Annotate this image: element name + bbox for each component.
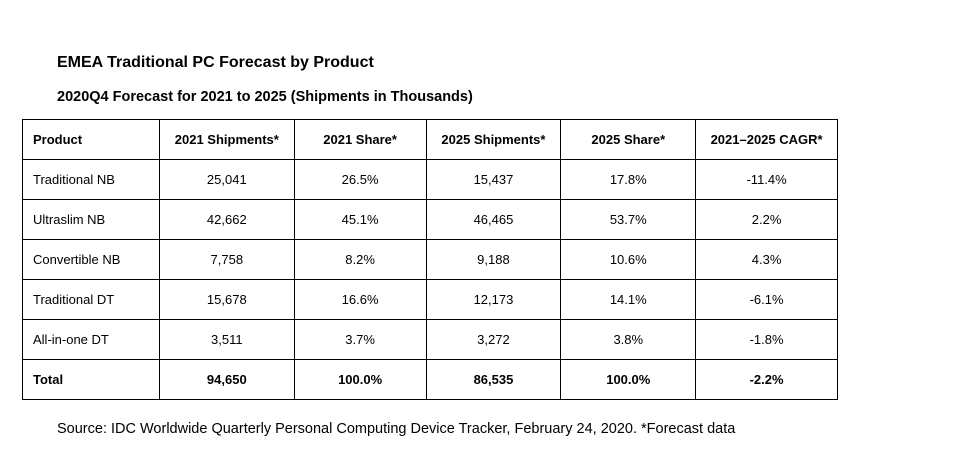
cell-2025-shipments: 3,272 [425,319,562,360]
cell-2025-share: 10.6% [560,239,697,280]
table-row: Traditional NB 25,041 26.5% 15,437 17.8%… [22,159,838,200]
cell-2021-share: 45.1% [293,199,427,240]
total-2021-shipments: 94,650 [158,359,295,400]
cell-2025-share: 17.8% [560,159,697,200]
table-row: Traditional DT 15,678 16.6% 12,173 14.1%… [22,279,838,320]
table-row: All-in-one DT 3,511 3.7% 3,272 3.8% -1.8… [22,319,838,360]
table-row: Convertible NB 7,758 8.2% 9,188 10.6% 4.… [22,239,838,280]
cell-cagr: -6.1% [695,279,838,320]
cell-2021-shipments: 7,758 [158,239,295,280]
total-label: Total [22,359,160,400]
cell-product: Traditional DT [22,279,160,320]
header-2021-share: 2021 Share* [293,119,427,160]
header-2021-shipments: 2021 Shipments* [158,119,295,160]
total-cagr: -2.2% [695,359,838,400]
table-subtitle: 2020Q4 Forecast for 2021 to 2025 (Shipme… [57,89,473,105]
cell-cagr: -1.8% [695,319,838,360]
cell-cagr: 2.2% [695,199,838,240]
table-row: Ultraslim NB 42,662 45.1% 46,465 53.7% 2… [22,199,838,240]
header-2025-share: 2025 Share* [560,119,697,160]
cell-cagr: -11.4% [695,159,838,200]
cell-2025-share: 3.8% [560,319,697,360]
cell-2025-shipments: 46,465 [425,199,562,240]
cell-2021-shipments: 3,511 [158,319,295,360]
cell-2021-share: 3.7% [293,319,427,360]
cell-cagr: 4.3% [695,239,838,280]
total-2021-share: 100.0% [293,359,427,400]
cell-product: Convertible NB [22,239,160,280]
header-cagr: 2021–2025 CAGR* [695,119,838,160]
cell-2021-share: 16.6% [293,279,427,320]
cell-2025-shipments: 9,188 [425,239,562,280]
header-2025-shipments: 2025 Shipments* [425,119,562,160]
cell-2025-shipments: 15,437 [425,159,562,200]
table-title: EMEA Traditional PC Forecast by Product [57,54,374,71]
cell-2021-share: 8.2% [293,239,427,280]
cell-product: All-in-one DT [22,319,160,360]
total-2025-share: 100.0% [560,359,697,400]
header-product: Product [22,119,160,160]
cell-product: Ultraslim NB [22,199,160,240]
cell-2021-shipments: 42,662 [158,199,295,240]
cell-2021-shipments: 15,678 [158,279,295,320]
cell-2021-share: 26.5% [293,159,427,200]
source-note: Source: IDC Worldwide Quarterly Personal… [57,421,736,437]
cell-2025-shipments: 12,173 [425,279,562,320]
forecast-table: Product 2021 Shipments* 2021 Share* 2025… [22,119,838,400]
total-2025-shipments: 86,535 [425,359,562,400]
cell-2025-share: 53.7% [560,199,697,240]
table-header-row: Product 2021 Shipments* 2021 Share* 2025… [22,119,838,160]
cell-2025-share: 14.1% [560,279,697,320]
cell-2021-shipments: 25,041 [158,159,295,200]
cell-product: Traditional NB [22,159,160,200]
table-total-row: Total 94,650 100.0% 86,535 100.0% -2.2% [22,359,838,400]
